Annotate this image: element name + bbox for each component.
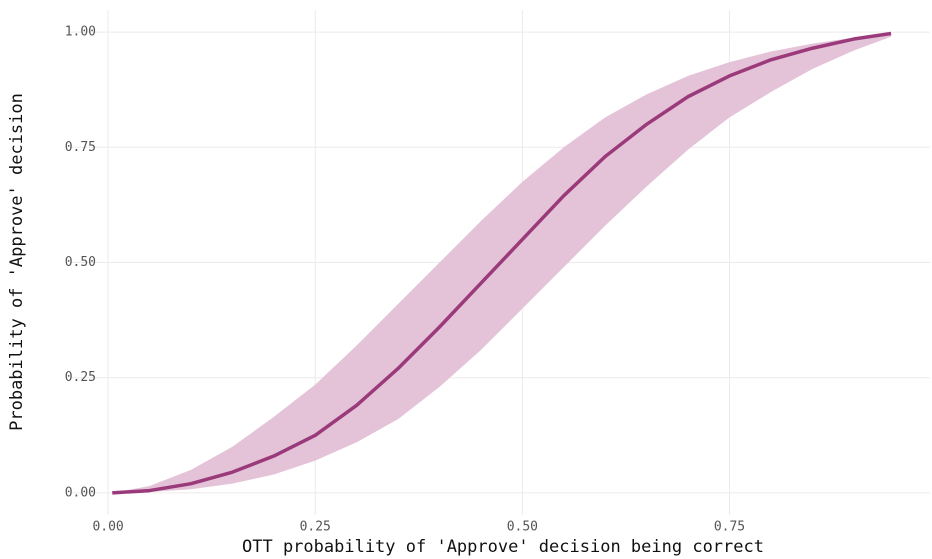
y-tick-label: 0.00 (65, 485, 96, 500)
x-tick-label: 0.50 (507, 520, 538, 535)
line (112, 31, 892, 495)
x-tick-label: 0.25 (300, 520, 331, 535)
y-tick-label: 0.75 (65, 140, 96, 155)
y-tick-label: 1.00 (65, 25, 96, 40)
x-tick-label: 0.75 (714, 520, 745, 535)
y-axis-title: Probability of 'Approve' decision (7, 93, 27, 431)
x-tick-label: 0.00 (92, 520, 123, 535)
x-axis-title: OTT probability of 'Approve' decision be… (242, 537, 764, 557)
y-tick-label: 0.50 (65, 255, 96, 270)
y-tick-label: 0.25 (65, 370, 96, 385)
